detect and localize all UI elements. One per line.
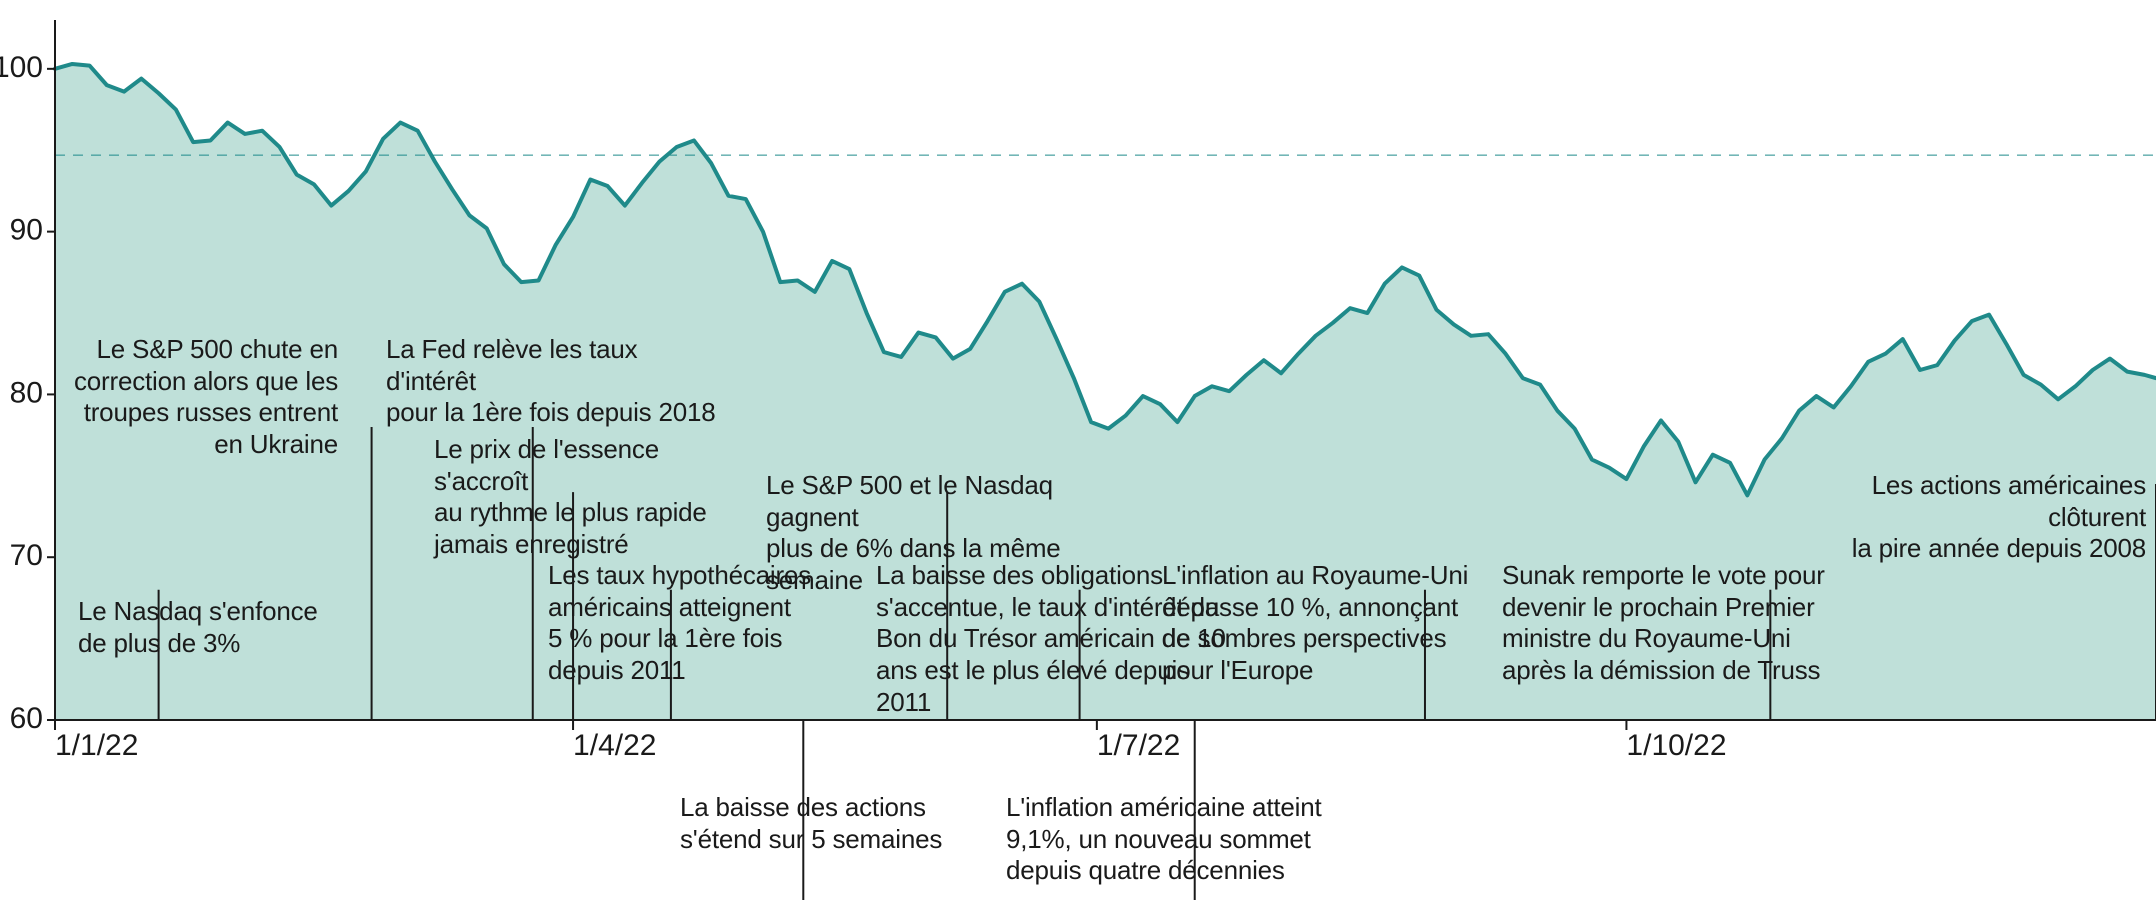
annotation-text-line: La Fed relève les taux d'intérêt <box>386 334 637 396</box>
a-sunak: Sunak remporte le vote pourdevenir le pr… <box>1502 560 1842 687</box>
x-axis-tick-label: 1/7/22 <box>1097 729 1180 762</box>
annotation-text-line: pour l'Europe <box>1162 655 1313 685</box>
annotation-text-line: 5 % pour la 1ère fois <box>548 623 782 653</box>
annotation-text-line: depuis quatre décennies <box>1006 855 1285 885</box>
annotation-text-line: ans est le plus élevé depuis 2011 <box>876 655 1190 717</box>
y-axis-tick-label: 60 <box>10 702 43 735</box>
annotation-text-line: s'étend sur 5 semaines <box>680 824 942 854</box>
a-essence: Le prix de l'essence s'accroîtau rythme … <box>434 434 744 561</box>
annotation-text-line: en Ukraine <box>214 429 338 459</box>
y-axis-tick-label: 90 <box>10 214 43 247</box>
annotation-text-line: jamais enregistré <box>434 529 629 559</box>
x-axis-tick-label: 1/1/22 <box>55 729 138 762</box>
a-fed-rates: La Fed relève les taux d'intérêtpour la … <box>386 334 716 429</box>
annotation-text-line: ministre du Royaume-Uni <box>1502 623 1791 653</box>
timeline-area-chart: 60 70 80 90 100 1/1/22 1/4/22 1/7/22 1/10/22 Le … <box>0 0 2156 918</box>
annotation-text-line: troupes russes entrent <box>84 397 338 427</box>
annotation-text-line: Les actions américaines clôturent <box>1872 470 2146 532</box>
annotation-text-line: la pire année depuis 2008 <box>1852 533 2146 563</box>
a-baisse-5wk: La baisse des actionss'étend sur 5 semai… <box>680 792 980 855</box>
annotation-text-line: correction alors que les <box>74 366 338 396</box>
annotation-text-line: 9,1%, un nouveau sommet <box>1006 824 1311 854</box>
annotation-text-line: L'inflation au Royaume-Uni <box>1162 560 1468 590</box>
annotation-text-line: devenir le prochain Premier <box>1502 592 1815 622</box>
annotation-text-line: Le S&P 500 et le Nasdaq gagnent <box>766 470 1053 532</box>
annotation-text-line: depuis 2011 <box>548 655 686 685</box>
annotation-text-line: pour la 1ère fois depuis 2018 <box>386 397 716 427</box>
annotation-text-line: Le prix de l'essence s'accroît <box>434 434 659 496</box>
annotation-text-line: Le Nasdaq s'enfonce <box>78 596 318 626</box>
x-axis-tick-label: 1/4/22 <box>573 729 656 762</box>
annotation-text-line: après la démission de Truss <box>1502 655 1820 685</box>
annotation-text-line: La baisse des obligations <box>876 560 1163 590</box>
y-axis-tick-label: 100 <box>0 51 43 84</box>
a-sp500-correction: Le S&P 500 chute encorrection alors que … <box>64 334 338 461</box>
x-axis-tick-label: 1/10/22 <box>1626 729 1726 762</box>
annotation-text-line: américains atteignent <box>548 592 791 622</box>
a-nasdaq-3pct: Le Nasdaq s'enfoncede plus de 3% <box>78 596 338 659</box>
a-inflation-uk: L'inflation au Royaume-Unidépasse 10 %, … <box>1162 560 1482 687</box>
a-worst-year: Les actions américaines clôturentla pire… <box>1786 470 2146 565</box>
a-inflation-us: L'inflation américaine atteint9,1%, un n… <box>1006 792 1346 887</box>
annotation-text-line: de plus de 3% <box>78 628 240 658</box>
annotation-text-line: au rythme le plus rapide <box>434 497 707 527</box>
annotation-text-line: La baisse des actions <box>680 792 926 822</box>
annotation-text-line: L'inflation américaine atteint <box>1006 792 1321 822</box>
y-axis-tick-label: 80 <box>10 376 43 409</box>
y-axis-tick-label: 70 <box>10 539 43 572</box>
annotation-text-line: Le S&P 500 chute en <box>97 334 338 364</box>
annotation-text-line: de sombres perspectives <box>1162 623 1446 653</box>
annotation-text-line: Sunak remporte le vote pour <box>1502 560 1825 590</box>
annotation-text-line: dépasse 10 %, annonçant <box>1162 592 1458 622</box>
